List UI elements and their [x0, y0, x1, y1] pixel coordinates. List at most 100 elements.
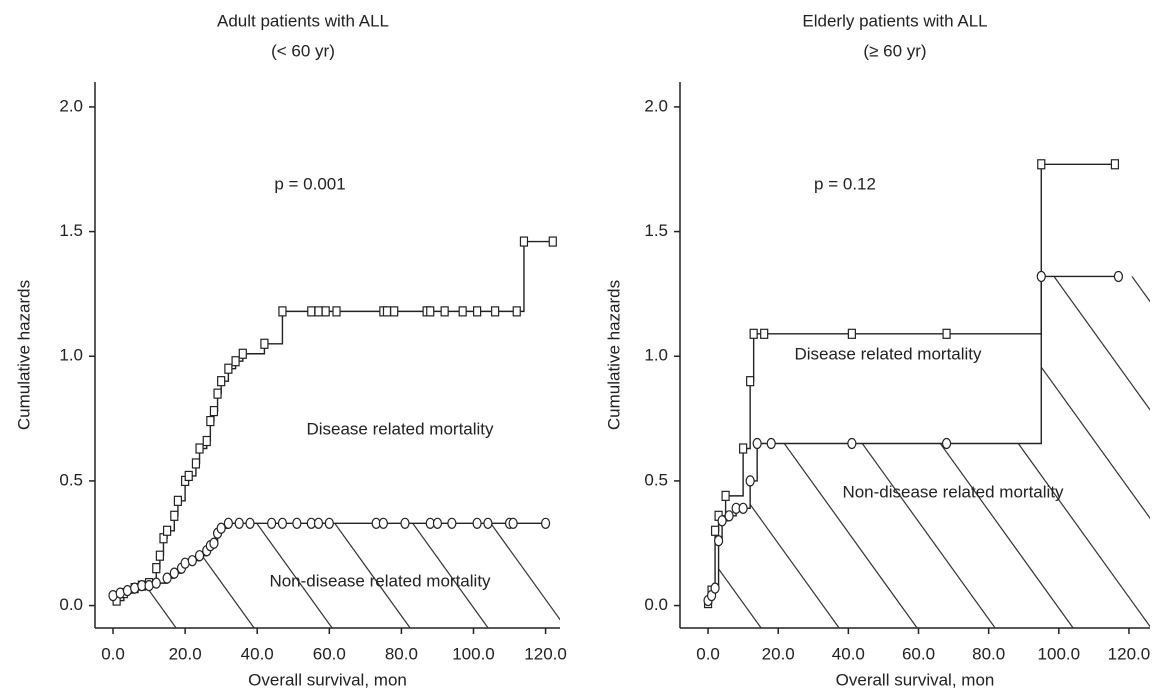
region-label: Non-disease related mortality [269, 571, 491, 590]
hatch-line [134, 82, 527, 628]
censor-circle [267, 517, 277, 529]
x-tick-label: 20.0 [762, 644, 795, 663]
censor-square [710, 525, 720, 536]
censor-square [1110, 159, 1120, 170]
censor-square [170, 510, 179, 521]
x-tick-label: 100.0 [1038, 644, 1081, 663]
censor-square [231, 356, 240, 367]
y-tick-label: 2.0 [59, 96, 83, 115]
censor-circle [752, 437, 762, 450]
censor-square [278, 306, 287, 317]
censor-square [332, 306, 341, 317]
region-label: Disease related mortality [794, 344, 982, 363]
x-axis-label: Overall survival, mon [248, 670, 407, 689]
hatch-line [1147, 276, 1150, 628]
censor-square [209, 405, 219, 417]
hatch-line [290, 82, 683, 628]
hatch-line [708, 276, 762, 628]
y-tick-label: 0.0 [644, 595, 668, 614]
hatch-line [113, 523, 411, 628]
censor-square [307, 306, 316, 317]
censor-circle [472, 517, 482, 529]
censor-circle [432, 517, 443, 529]
p-value: p = 0.001 [274, 174, 345, 193]
censor-circle [162, 572, 172, 584]
hatch-line [113, 523, 333, 628]
censor-square [390, 306, 399, 317]
censor-circle [169, 567, 179, 579]
x-tick-label: 60.0 [902, 644, 935, 663]
censor-square [548, 236, 557, 247]
censor-circle [724, 510, 734, 522]
censor-circle [277, 517, 288, 529]
censor-square [260, 338, 269, 349]
x-tick-label: 0.0 [696, 644, 720, 663]
y-axis-label: Cumulative hazards [604, 280, 623, 430]
censor-circle [324, 517, 334, 529]
y-axis-label: Cumulative hazards [14, 280, 33, 430]
chart-title: Adult patients with ALL [217, 11, 389, 30]
censor-square [746, 376, 755, 387]
censor-square [173, 495, 183, 506]
censor-square [202, 435, 211, 447]
chart-title: Elderly patients with ALL [802, 11, 987, 30]
censor-circle [292, 517, 302, 529]
censor-square [1037, 159, 1046, 170]
censor-circle [151, 577, 161, 589]
censor-square [760, 328, 769, 339]
censor-square [152, 563, 161, 574]
censor-circle [400, 517, 410, 529]
hatch-line [56, 82, 449, 628]
censor-circle [1036, 270, 1046, 283]
y-tick-label: 0.5 [59, 470, 83, 489]
y-tick-label: 1.5 [59, 221, 83, 240]
censor-circle [378, 517, 388, 529]
censor-square [512, 306, 521, 317]
censor-square [213, 388, 222, 399]
hatch-line [212, 82, 605, 628]
y-tick-label: 1.5 [644, 221, 668, 240]
censor-circle [223, 517, 233, 529]
hatching [113, 523, 560, 628]
censor-square [314, 306, 323, 317]
x-tick-label: 40.0 [241, 644, 274, 663]
censor-square [426, 306, 435, 317]
censor-circle [1113, 270, 1124, 283]
hatch-line [113, 523, 489, 628]
censor-circle [847, 437, 857, 450]
censor-square [206, 415, 215, 427]
region-label: Disease related mortality [306, 419, 494, 438]
censor-square [440, 306, 449, 317]
x-tick-label: 80.0 [972, 644, 1005, 663]
p-value: p = 0.12 [814, 174, 876, 193]
hatch-line [250, 523, 560, 628]
y-tick-label: 0.5 [644, 470, 668, 489]
censor-square [458, 306, 467, 317]
x-tick-label: 120.0 [1108, 644, 1151, 663]
hatch-line [913, 276, 1150, 628]
censor-square [217, 376, 226, 387]
censor-square [721, 490, 730, 501]
y-tick-label: 1.0 [644, 346, 668, 365]
censor-circle [209, 537, 219, 549]
censor-circle [738, 502, 748, 514]
x-tick-label: 0.0 [101, 644, 125, 663]
censor-square [847, 328, 856, 339]
hatch-line [172, 523, 560, 628]
censor-circle [941, 437, 952, 450]
censor-square [942, 328, 951, 339]
censor-circle [710, 582, 720, 594]
censor-circle [766, 437, 776, 450]
x-tick-label: 40.0 [832, 644, 865, 663]
censor-square [382, 306, 392, 317]
chart-subtitle: (≥ 60 yr) [863, 41, 926, 60]
censor-square [519, 236, 529, 247]
censor-circle [245, 517, 255, 529]
censor-square [491, 306, 500, 317]
censor-square [224, 363, 233, 374]
censor-square [321, 306, 330, 317]
censor-circle [187, 555, 197, 567]
x-tick-label: 100.0 [452, 644, 495, 663]
censor-circle [540, 517, 551, 529]
